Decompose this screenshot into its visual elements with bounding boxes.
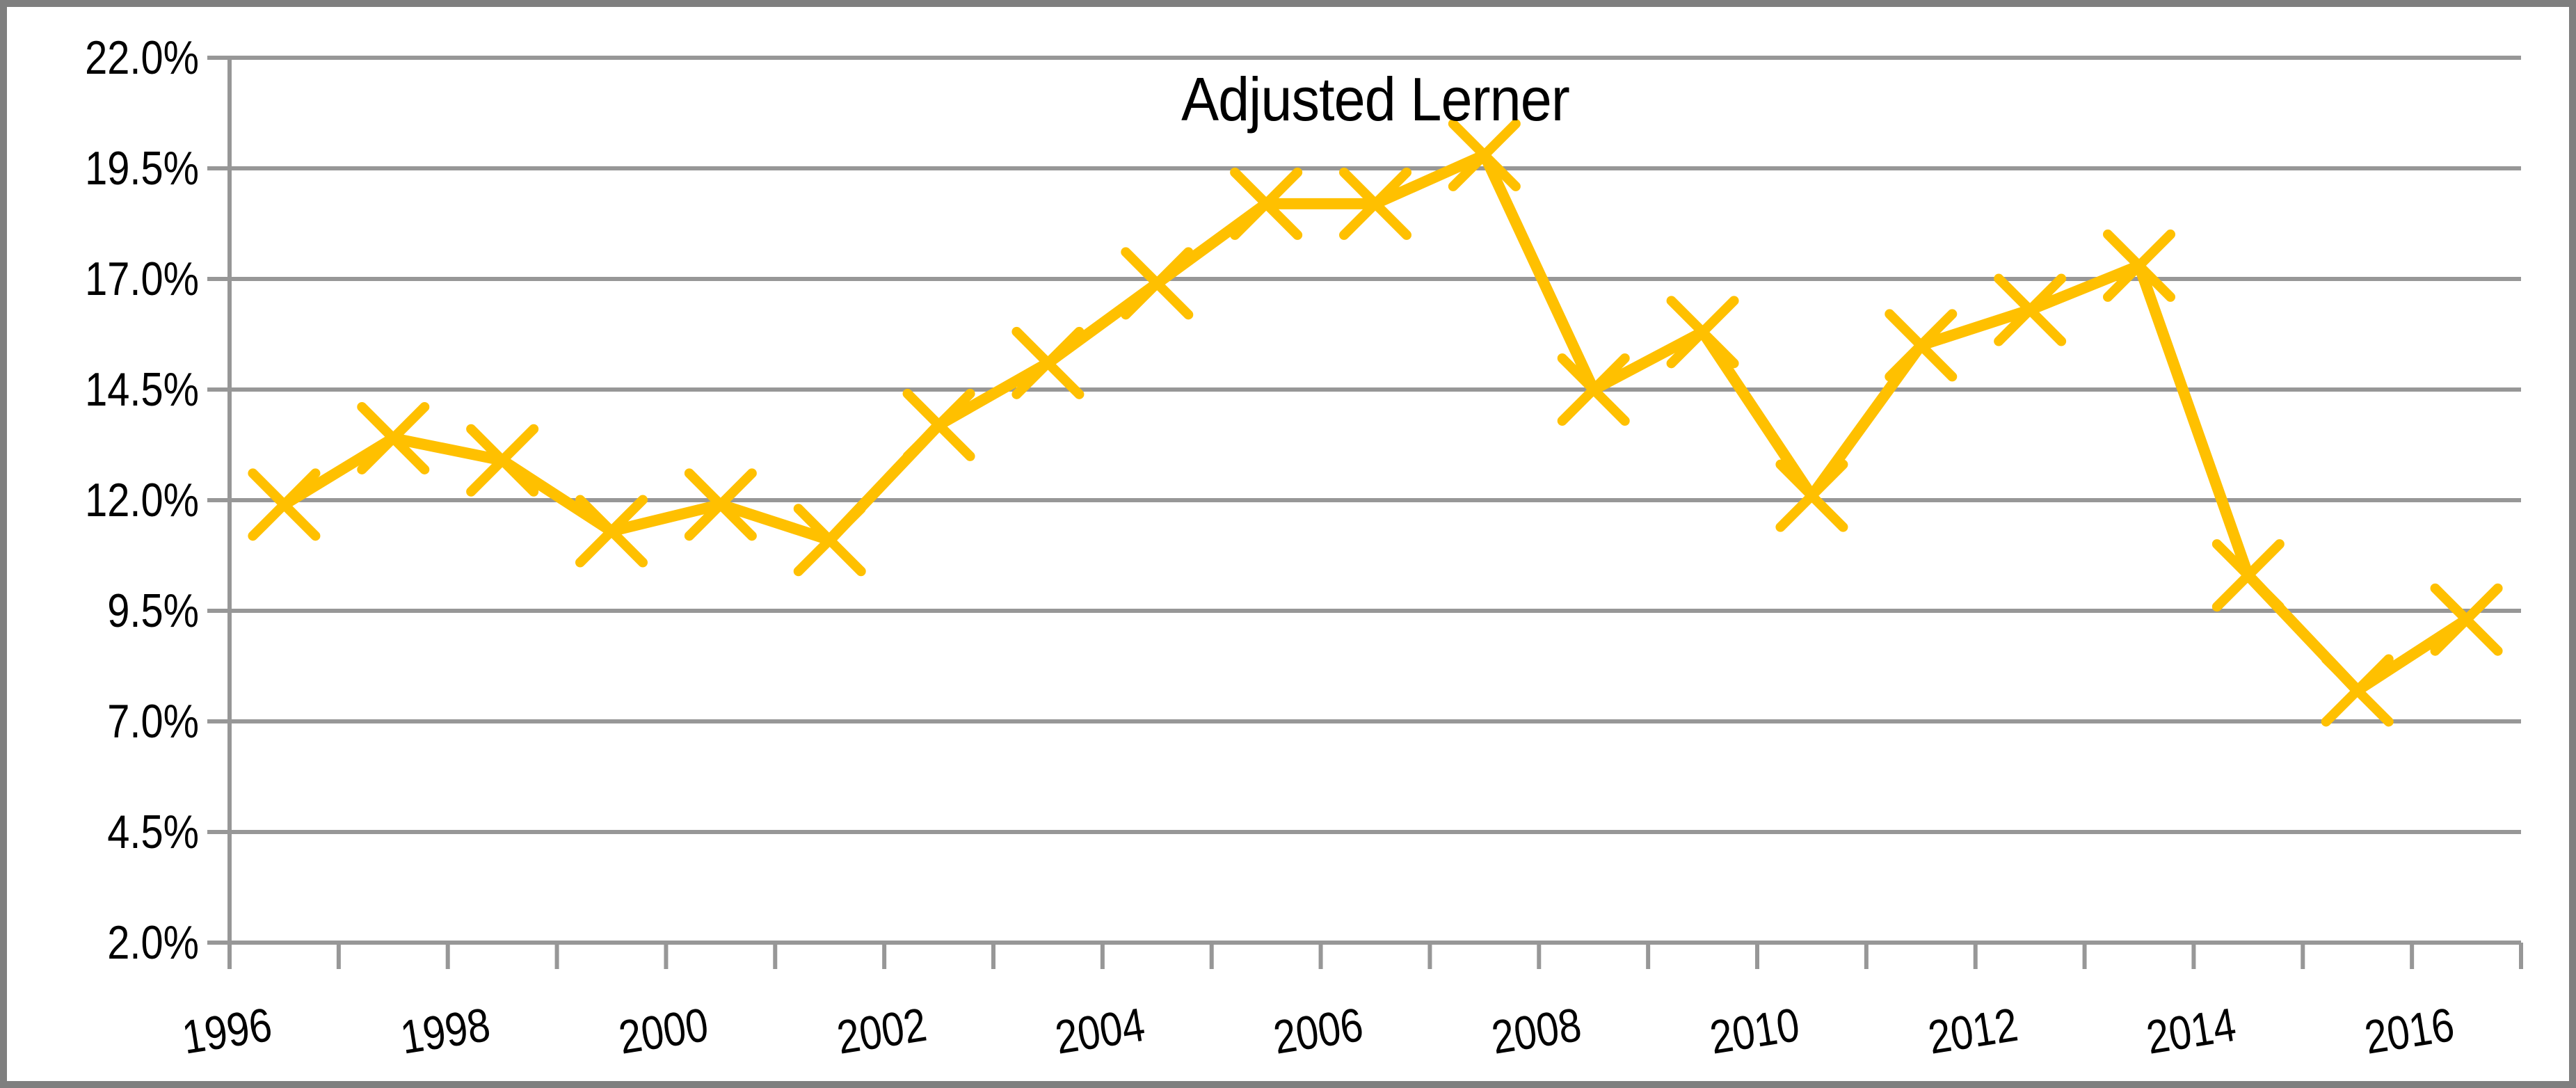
y-axis-label: 4.5%: [107, 806, 199, 858]
y-axis-label: 2.0%: [107, 917, 199, 969]
data-point-marker: [466, 424, 539, 497]
x-axis-label: 2002: [833, 998, 930, 1064]
data-point-marker: [2211, 539, 2285, 612]
data-point-marker: [575, 495, 648, 568]
x-axis-label: 2012: [1925, 998, 2022, 1064]
y-axis-label: 12.0%: [85, 474, 199, 527]
data-point-marker: [793, 504, 866, 577]
data-point-marker: [1121, 247, 1194, 320]
y-axis-label: 19.5%: [85, 143, 199, 195]
data-point-marker: [2430, 583, 2503, 656]
y-axis-label: 9.5%: [107, 585, 199, 637]
data-point-marker: [1666, 296, 1739, 369]
y-axis-label: 17.0%: [85, 253, 199, 305]
x-axis-label: 2016: [2361, 998, 2458, 1064]
data-point-marker: [1339, 167, 1411, 240]
x-axis-label: 2014: [2143, 998, 2240, 1064]
x-axis-label: 2010: [1706, 998, 1803, 1064]
x-axis-label: 1998: [397, 998, 494, 1064]
data-point-marker: [1230, 167, 1303, 240]
y-axis-label: 14.5%: [85, 364, 199, 416]
data-point-marker: [248, 468, 321, 541]
data-point-marker: [2103, 229, 2175, 302]
y-axis-label: 7.0%: [107, 696, 199, 748]
data-point-marker: [684, 468, 757, 541]
data-point-marker: [1994, 273, 2067, 346]
data-point-marker: [1557, 353, 1630, 426]
x-axis-label: 1996: [179, 998, 275, 1064]
data-point-marker: [1448, 118, 1521, 191]
x-axis-label: 2004: [1052, 998, 1149, 1064]
data-point-marker: [1885, 309, 1958, 382]
data-point-marker: [357, 401, 430, 474]
chart-title: Adjusted Lerner: [1181, 65, 1570, 134]
x-axis-label: 2000: [616, 998, 712, 1064]
data-point-marker: [902, 388, 975, 461]
data-point-marker: [2321, 654, 2394, 727]
data-point-marker: [1011, 326, 1085, 399]
y-axis-label: 22.0%: [85, 32, 199, 84]
x-axis-label: 2006: [1270, 998, 1367, 1064]
data-point-marker: [1775, 459, 1848, 532]
x-axis-label: 2008: [1488, 998, 1585, 1064]
